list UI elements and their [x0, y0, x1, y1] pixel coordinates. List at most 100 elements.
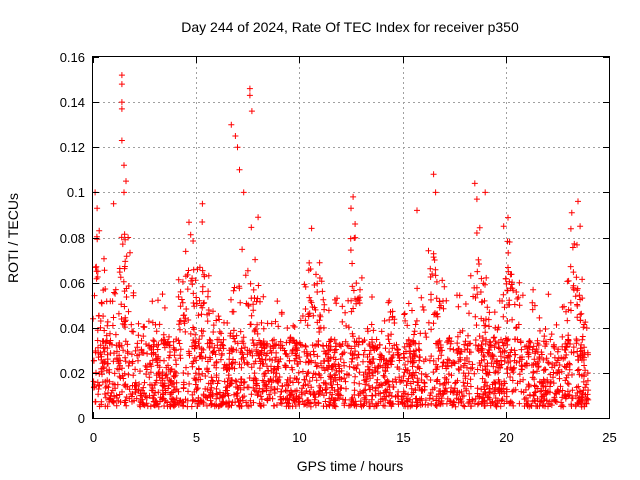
data-point: [433, 295, 440, 302]
data-point: [150, 398, 157, 405]
data-point: [190, 337, 197, 344]
data-point: [501, 400, 508, 407]
data-point: [509, 316, 516, 323]
data-point: [449, 388, 456, 395]
data-point: [307, 266, 314, 272]
data-point: [509, 399, 516, 406]
data-point: [435, 344, 442, 351]
data-point: [149, 385, 156, 392]
data-point: [443, 297, 450, 304]
data-point: [432, 272, 439, 279]
data-point: [327, 399, 334, 406]
data-point: [216, 395, 223, 401]
data-point: [496, 297, 503, 304]
data-point: [156, 364, 163, 371]
data-point: [582, 319, 589, 326]
data-point: [236, 166, 243, 173]
data-point: [507, 271, 514, 278]
data-point: [117, 274, 124, 281]
data-point: [396, 357, 403, 364]
data-point: [412, 340, 419, 347]
data-point: [167, 378, 174, 385]
data-point: [189, 275, 196, 282]
data-point: [273, 370, 280, 377]
data-point: [412, 321, 419, 328]
data-point: [275, 342, 282, 349]
data-point: [326, 362, 332, 369]
data-point: [355, 341, 362, 348]
data-point: [247, 280, 254, 287]
data-point: [559, 304, 566, 311]
data-point: [130, 328, 137, 335]
data-point: [146, 343, 153, 349]
data-point: [454, 340, 461, 347]
data-point: [559, 387, 566, 394]
data-point: [212, 351, 219, 358]
data-point: [165, 362, 171, 369]
data-point: [251, 295, 258, 301]
data-point: [182, 248, 189, 255]
data-point: [293, 387, 300, 394]
data-point: [488, 360, 495, 367]
y-tick-label: 0.02: [60, 366, 85, 381]
data-point: [122, 338, 129, 345]
data-point: [403, 382, 410, 389]
data-point: [499, 396, 506, 403]
data-point: [193, 300, 200, 307]
data-point: [559, 394, 566, 401]
y-axis-label: ROTI / TECUs: [5, 193, 21, 283]
data-point: [507, 374, 514, 380]
data-point: [464, 380, 471, 387]
data-point: [381, 374, 388, 380]
data-point: [237, 328, 244, 335]
data-point: [219, 341, 226, 348]
data-point: [545, 291, 552, 298]
data-point: [479, 298, 486, 305]
data-point: [416, 347, 423, 354]
data-point: [410, 351, 417, 357]
data-point: [544, 389, 551, 396]
data-point: [129, 390, 136, 397]
data-point: [497, 403, 504, 410]
data-point: [486, 347, 493, 354]
data-point: [431, 257, 438, 263]
data-point: [156, 374, 163, 381]
data-point: [534, 368, 540, 375]
data-point: [414, 285, 421, 292]
data-point: [535, 359, 542, 365]
data-point: [364, 354, 371, 360]
data-point: [553, 399, 560, 405]
data-point: [326, 395, 333, 402]
data-point: [348, 308, 355, 315]
data-point: [350, 333, 356, 340]
data-point: [435, 391, 442, 398]
data-point: [539, 393, 546, 400]
data-point: [511, 347, 518, 354]
data-point: [177, 317, 184, 324]
data-point: [540, 338, 547, 345]
data-point: [430, 396, 436, 402]
data-point: [405, 336, 412, 343]
data-point: [442, 388, 449, 395]
data-point: [483, 274, 490, 281]
data-point: [302, 390, 309, 397]
data-point: [315, 370, 322, 377]
data-point: [526, 344, 533, 351]
data-point: [139, 400, 146, 406]
data-point: [155, 353, 162, 360]
data-point: [351, 338, 358, 345]
data-point: [525, 343, 532, 350]
data-point: [207, 380, 214, 387]
y-tick-label: 0.06: [60, 276, 85, 291]
data-point: [121, 303, 128, 310]
data-point: [341, 400, 348, 407]
data-point: [432, 366, 439, 373]
data-point: [305, 313, 312, 320]
data-point: [157, 398, 164, 405]
plot-frame: [92, 56, 610, 419]
data-point: [250, 307, 257, 314]
data-point: [427, 265, 434, 272]
data-point: [237, 382, 243, 389]
data-point: [144, 403, 151, 410]
data-point: [193, 357, 200, 364]
